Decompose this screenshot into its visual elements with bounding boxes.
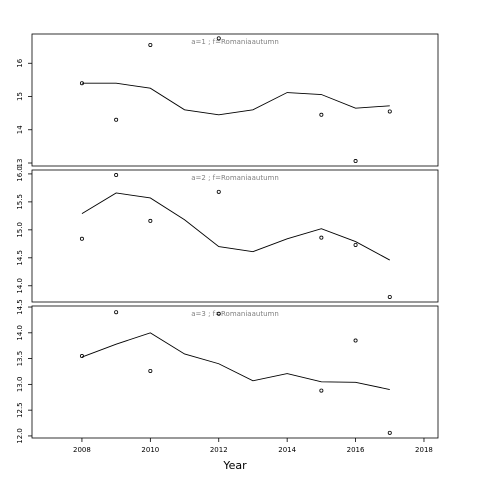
- y-tick-label: 14.0: [16, 325, 24, 341]
- data-point: [319, 388, 324, 393]
- x-tick-label: 2010: [141, 446, 159, 454]
- data-point: [319, 235, 324, 240]
- data-point: [79, 236, 84, 241]
- y-tick-label: 12.0: [16, 428, 24, 444]
- y-tick-label: 15.0: [16, 222, 24, 238]
- data-line: [81, 192, 390, 261]
- x-tick-label: 2018: [415, 446, 433, 454]
- data-point: [114, 117, 119, 122]
- y-tick-label: 16: [16, 58, 24, 67]
- y-tick-label: 15: [16, 92, 24, 101]
- data-point: [387, 294, 392, 299]
- y-tick-label: 16.0: [16, 166, 24, 182]
- x-tick-label: 2016: [347, 446, 365, 454]
- data-point: [79, 354, 84, 359]
- x-tick-label: 2014: [278, 446, 296, 454]
- panel-title: a=2 ; f=Romaniaautumn: [191, 174, 279, 182]
- data-line: [81, 82, 390, 116]
- y-tick-label: 14: [16, 125, 24, 134]
- x-axis-label: Year: [222, 459, 247, 472]
- y-tick-label: 13.5: [16, 351, 24, 367]
- data-point: [353, 338, 358, 343]
- x-tick-label: 2008: [73, 446, 91, 454]
- panel-frame: [31, 33, 439, 167]
- data-point: [216, 189, 221, 194]
- panel-title: a=1 ; f=Romaniaautumn: [191, 38, 279, 46]
- data-point: [319, 112, 324, 117]
- data-point: [148, 368, 153, 373]
- y-tick-label: 13.0: [16, 377, 24, 393]
- data-point: [114, 310, 119, 315]
- y-tick-label: 14.0: [16, 278, 24, 294]
- y-tick-label: 14.5: [16, 299, 24, 315]
- data-point: [353, 242, 358, 247]
- y-tick-label: 12.5: [16, 402, 24, 418]
- data-point: [353, 159, 358, 164]
- panel-frame: [31, 169, 439, 303]
- y-tick-label: 15.5: [16, 194, 24, 210]
- panel-title: a=3 ; f=Romaniaautumn: [191, 310, 279, 318]
- x-tick-label: 2012: [210, 446, 228, 454]
- y-tick-label: 14.5: [16, 250, 24, 266]
- data-point: [387, 109, 392, 114]
- data-point: [216, 311, 221, 316]
- data-point: [148, 218, 153, 223]
- data-point: [148, 42, 153, 47]
- y-tick-label: 13: [16, 159, 24, 168]
- data-point: [114, 173, 119, 178]
- panel-frame: [31, 305, 439, 439]
- data-line: [81, 332, 390, 390]
- data-point: [216, 36, 221, 41]
- data-point: [387, 430, 392, 435]
